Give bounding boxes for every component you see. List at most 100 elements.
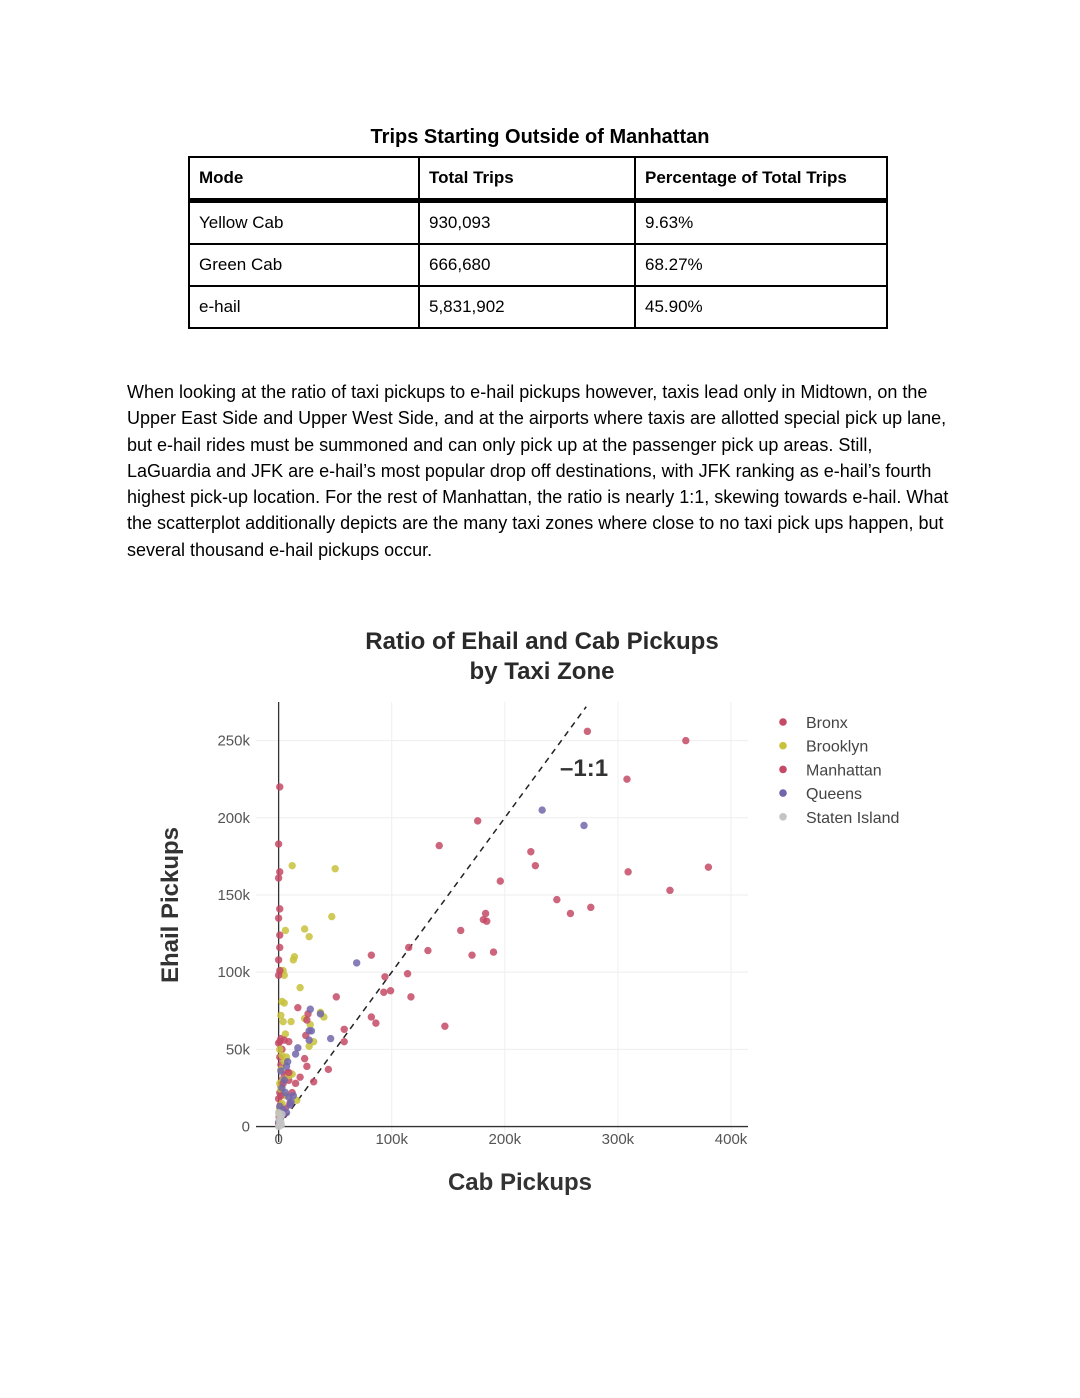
data-point-manhattan: [435, 841, 443, 850]
table-cell-total: 666,680: [418, 243, 636, 287]
data-point-manhattan: [441, 1022, 449, 1030]
data-point-manhattan: [481, 909, 490, 918]
data-point-queens: [307, 1027, 316, 1035]
data-point-queens: [326, 1034, 335, 1043]
data-point-queens: [282, 1062, 291, 1071]
y-axis-label: Ehail Pickups: [157, 827, 184, 983]
data-point-manhattan: [285, 1068, 293, 1077]
data-point-queens: [305, 1036, 313, 1044]
data-point-queens: [289, 1091, 298, 1100]
data-point-manhattan: [367, 1013, 376, 1021]
data-point-bronx: [291, 1079, 300, 1088]
data-point-brooklyn: [300, 925, 309, 933]
header-percentage: Percentage of Total Trips: [634, 156, 888, 203]
data-point-manhattan: [583, 727, 592, 736]
table-cell-mode: Green Cab: [188, 243, 420, 287]
data-point-manhattan: [483, 917, 491, 925]
y-tick-label: 50k: [226, 1041, 251, 1058]
y-tick-label: 250k: [217, 733, 250, 750]
legend-label-brooklyn: Brooklyn: [806, 739, 868, 756]
data-point-manhattan: [468, 951, 476, 959]
table-row: Green Cab 666,680 68.27%: [188, 243, 888, 287]
chart-title-line-2: by Taxi Zone: [470, 658, 615, 685]
table-cell-total: 5,831,902: [418, 285, 636, 329]
ratio-annotation: –1:1: [560, 755, 608, 782]
data-point-manhattan: [324, 1065, 333, 1074]
data-point-manhattan: [309, 1078, 318, 1086]
x-tick-label: 200k: [489, 1131, 522, 1148]
reference-line-group: [278, 706, 587, 1128]
data-point-manhattan: [372, 1019, 380, 1027]
data-point-brooklyn: [287, 1017, 295, 1026]
data-point-manhattan: [587, 903, 595, 912]
chart-legend: Bronx Brooklyn Manhattan Queens Staten Islan…: [779, 715, 899, 827]
data-point-brooklyn: [281, 1030, 290, 1038]
y-tick-label: 200k: [217, 810, 250, 827]
data-point-manhattan: [380, 988, 388, 996]
y-tick-label: 150k: [217, 887, 250, 904]
scatter-chart: Ratio of Ehail and Cab Pickups by Taxi Z…: [157, 628, 899, 1196]
table-row: e-hail 5,831,902 45.90%: [188, 285, 888, 329]
data-point-queens: [286, 1101, 294, 1109]
table-title: Trips Starting Outside of Manhattan: [370, 126, 710, 148]
table-cell-mode: Yellow Cab: [188, 199, 420, 245]
data-points: [274, 727, 713, 1131]
data-point-manhattan: [274, 971, 283, 979]
data-point-manhattan: [404, 943, 413, 952]
header-mode: Mode: [188, 156, 420, 203]
data-point-brooklyn: [328, 912, 336, 921]
data-point-brooklyn: [279, 1017, 287, 1026]
data-point-manhattan: [294, 1003, 302, 1012]
data-point-manhattan: [274, 956, 283, 964]
table-row: Yellow Cab 930,093 9.63%: [188, 199, 888, 245]
body-paragraph: When looking at the ratio of taxi pickup…: [127, 382, 949, 560]
data-point-manhattan: [285, 1037, 293, 1046]
data-point-staten-island: [277, 1121, 286, 1129]
data-point-queens: [306, 1005, 314, 1013]
data-point-queens: [280, 1076, 288, 1084]
data-point-manhattan: [296, 1073, 304, 1081]
data-point-manhattan: [274, 874, 283, 882]
table-header-row: Mode Total Trips Percentage of Total Tri…: [188, 156, 888, 203]
data-point-manhattan: [553, 895, 561, 904]
table-cell-mode: e-hail: [188, 285, 420, 329]
data-point-manhattan: [457, 926, 465, 935]
data-point-manhattan: [303, 1062, 311, 1071]
data-point-manhattan: [424, 946, 432, 955]
data-point-queens: [538, 806, 546, 814]
data-point-queens: [316, 1010, 325, 1018]
x-tick-label: 100k: [375, 1131, 408, 1148]
legend-label-manhattan: Manhattan: [806, 762, 882, 779]
data-point-manhattan: [527, 848, 535, 856]
trips-table: Mode Total Trips Percentage of Total Tri…: [188, 156, 888, 329]
data-point-manhattan: [276, 868, 284, 876]
data-point-queens: [352, 959, 361, 967]
data-point-manhattan: [407, 993, 415, 1001]
data-point-manhattan: [340, 1025, 348, 1033]
data-point-manhattan: [276, 783, 284, 791]
data-point-queens: [277, 1067, 285, 1075]
chart-grid: [256, 702, 748, 1142]
data-point-manhattan: [300, 1054, 309, 1063]
data-point-manhattan: [496, 877, 505, 885]
x-axis-label: Cab Pickups: [448, 1169, 592, 1196]
header-total-trips: Total Trips: [418, 156, 636, 203]
data-point-manhattan: [386, 987, 395, 995]
data-point-manhattan: [276, 1037, 284, 1046]
legend-marker-queens: [779, 789, 787, 797]
data-point-brooklyn: [280, 971, 288, 979]
table-cell-percentage: 45.90%: [634, 285, 888, 329]
data-point-manhattan: [489, 948, 498, 956]
data-point-manhattan: [274, 914, 283, 922]
data-point-brooklyn: [281, 926, 290, 935]
data-point-manhattan: [682, 736, 690, 745]
legend-marker-brooklyn: [779, 741, 787, 750]
table-cell-percentage: 9.63%: [634, 199, 888, 245]
data-point-manhattan: [274, 840, 283, 848]
data-point-manhattan: [624, 868, 632, 876]
legend-label-staten-island: Staten Island: [806, 810, 899, 827]
data-point-queens: [294, 1044, 302, 1052]
legend-marker-staten-island: [779, 813, 787, 821]
table-cell-percentage: 68.27%: [634, 243, 888, 287]
data-point-manhattan: [473, 817, 482, 825]
